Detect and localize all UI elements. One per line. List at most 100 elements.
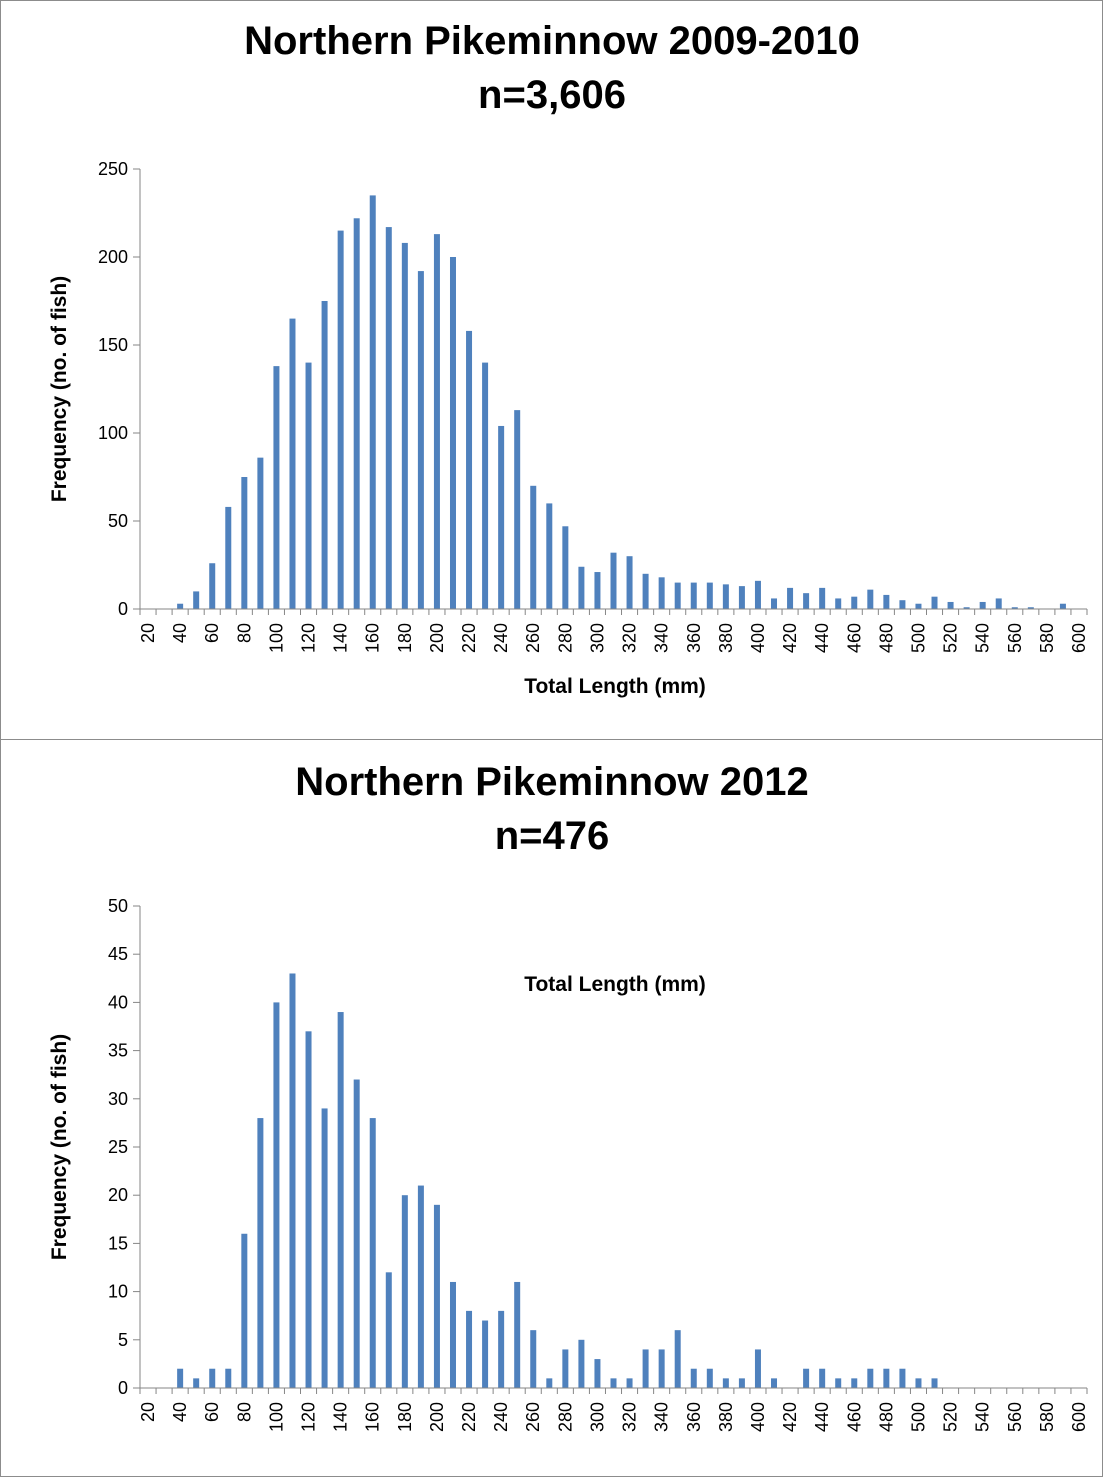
x-tick-label-520: 520 xyxy=(941,623,961,653)
x-tick-label-200: 200 xyxy=(427,1402,447,1432)
bar-220 xyxy=(466,330,473,609)
x-tick-label-600: 600 xyxy=(1069,623,1089,653)
bar-140 xyxy=(337,230,344,609)
bar-590 xyxy=(1059,603,1066,609)
bar-240 xyxy=(498,1310,505,1388)
bar-480 xyxy=(883,594,890,609)
x-tick-label-140: 140 xyxy=(331,1402,351,1432)
bar-100 xyxy=(273,1002,280,1388)
bar-500 xyxy=(915,1378,922,1388)
x-tick-label-240: 240 xyxy=(491,623,511,653)
bar-480 xyxy=(883,1368,890,1388)
x-tick-label-480: 480 xyxy=(876,1402,896,1432)
bar-430 xyxy=(803,593,810,609)
bar-400 xyxy=(754,1349,761,1388)
bar-370 xyxy=(706,582,713,609)
bar-180 xyxy=(401,1195,408,1388)
bar-390 xyxy=(738,1378,745,1388)
bar-270 xyxy=(546,1378,553,1388)
bar-340 xyxy=(658,577,665,609)
bar-120 xyxy=(305,1031,312,1388)
y-tick-label: 40 xyxy=(108,992,128,1012)
x-tick-label-460: 460 xyxy=(844,623,864,653)
bar-370 xyxy=(706,1368,713,1388)
x-tick-label-140: 140 xyxy=(331,623,351,653)
bar-210 xyxy=(449,257,456,609)
x-tick-label-180: 180 xyxy=(395,1402,415,1432)
x-tick-label-60: 60 xyxy=(202,1402,222,1422)
bar-530 xyxy=(963,607,970,609)
x-tick-label-380: 380 xyxy=(716,1402,736,1432)
bar-200 xyxy=(433,1204,440,1388)
bar-160 xyxy=(369,1118,376,1388)
y-tick-label: 50 xyxy=(108,511,128,531)
x-tick-label-460: 460 xyxy=(844,1402,864,1432)
bar-40 xyxy=(177,603,184,609)
x-tick-label-320: 320 xyxy=(620,1402,640,1432)
x-tick-label-560: 560 xyxy=(1005,1402,1025,1432)
x-tick-label-220: 220 xyxy=(459,623,479,653)
bar-300 xyxy=(594,1359,601,1388)
y-tick-label: 30 xyxy=(108,1089,128,1109)
y-tick-label: 10 xyxy=(108,1282,128,1302)
x-tick-label-60: 60 xyxy=(202,623,222,643)
x-tick-label-500: 500 xyxy=(908,1402,928,1432)
y-tick-label: 45 xyxy=(108,944,128,964)
bar-470 xyxy=(867,589,874,609)
bar-100 xyxy=(273,366,280,609)
bar-440 xyxy=(819,587,826,609)
bar-350 xyxy=(674,1330,681,1388)
bar-310 xyxy=(610,1378,617,1388)
bar-60 xyxy=(209,563,216,609)
histogram-2012: Northern Pikeminnow 2012 n=476 0 5 10 15 20 25 3… xyxy=(48,760,1089,1432)
y-tick-label: 0 xyxy=(118,599,128,619)
bar-50 xyxy=(193,591,200,609)
bar-350 xyxy=(674,582,681,609)
bar-90 xyxy=(257,457,264,609)
y-axis-label: Frequency (no. of fish) xyxy=(48,276,71,502)
bar-70 xyxy=(225,1368,232,1388)
y-tick-label: 250 xyxy=(98,159,128,179)
x-tick-label-160: 160 xyxy=(363,1402,383,1432)
y-tick-label: 20 xyxy=(108,1185,128,1205)
bar-320 xyxy=(626,556,633,609)
bar-130 xyxy=(321,1108,328,1388)
bar-390 xyxy=(738,586,745,609)
x-tick-label-380: 380 xyxy=(716,623,736,653)
x-tick-label-40: 40 xyxy=(170,623,190,643)
x-tick-label-260: 260 xyxy=(523,1402,543,1432)
bar-460 xyxy=(851,596,858,609)
bar-160 xyxy=(369,195,376,609)
y-tick-label: 35 xyxy=(108,1041,128,1061)
bar-60 xyxy=(209,1368,216,1388)
bar-360 xyxy=(690,1368,697,1388)
x-tick-label-600: 600 xyxy=(1069,1402,1089,1432)
x-tick-label-120: 120 xyxy=(299,1402,319,1432)
x-tick-label-100: 100 xyxy=(266,623,286,653)
bar-380 xyxy=(722,1378,729,1388)
x-tick-label-320: 320 xyxy=(620,623,640,653)
x-tick-label-360: 360 xyxy=(684,623,704,653)
x-tick-label-480: 480 xyxy=(876,623,896,653)
x-tick-label-400: 400 xyxy=(748,623,768,653)
bars xyxy=(177,195,1066,610)
y-tick-label: 5 xyxy=(118,1330,128,1350)
chart-title: Northern Pikeminnow 2012 xyxy=(295,760,808,804)
bar-280 xyxy=(562,1349,569,1388)
bar-290 xyxy=(578,1339,585,1388)
bar-250 xyxy=(514,1281,521,1388)
x-tick-label-560: 560 xyxy=(1005,623,1025,653)
x-tick-label-20: 20 xyxy=(138,1402,158,1422)
bar-410 xyxy=(771,598,778,609)
y-tick-label: 200 xyxy=(98,247,128,267)
x-tick-label-340: 340 xyxy=(652,1402,672,1432)
x-tick-label-300: 300 xyxy=(587,1402,607,1432)
bar-260 xyxy=(530,485,537,609)
bar-110 xyxy=(289,318,296,609)
bar-190 xyxy=(417,1185,424,1388)
bar-420 xyxy=(787,587,794,609)
bar-510 xyxy=(931,1378,938,1388)
x-tick-label-440: 440 xyxy=(812,1402,832,1432)
x-tick-label-200: 200 xyxy=(427,623,447,653)
